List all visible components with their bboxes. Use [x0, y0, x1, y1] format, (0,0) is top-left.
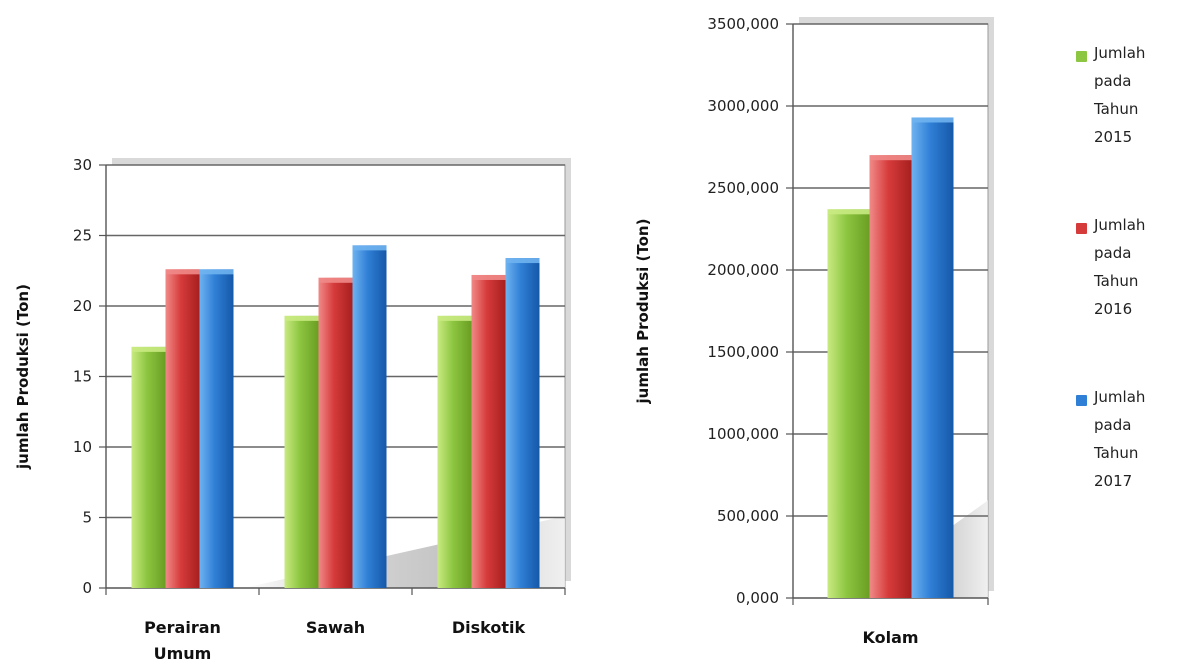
legend-item-2015: Jumlah pada Tahun 2015: [1076, 46, 1174, 151]
y-tick-label: 0: [82, 579, 92, 597]
bar: [438, 316, 472, 588]
x-tick-label: Perairan Umum: [144, 618, 221, 663]
legend-label-2016: Jumlah pada Tahun 2016: [1094, 211, 1174, 323]
y-tick-label: 500,000: [717, 507, 779, 525]
y-tick-label: 3500,000: [707, 15, 779, 33]
bar-top: [132, 347, 166, 352]
bar: [870, 155, 912, 598]
y-tick-label: 1000,000: [707, 425, 779, 443]
bar-top: [285, 316, 319, 321]
bar-top: [912, 117, 954, 122]
y-tick-label: 2500,000: [707, 179, 779, 197]
x-tick-label: Sawah: [306, 618, 365, 637]
y-tick-label: 15: [73, 368, 92, 386]
y-tick-label: 0,000: [736, 589, 779, 607]
bar: [828, 209, 870, 598]
y-tick-label: 25: [73, 227, 92, 245]
legend-swatch-2015: [1076, 51, 1087, 62]
y-tick-label: 2000,000: [707, 261, 779, 279]
y-tick-label: 3000,000: [707, 97, 779, 115]
chart-right-kolam: 0,000 500,000 1000,000 1500,000 2000,000 2500…: [600, 0, 1070, 672]
bar: [166, 269, 200, 588]
chart-left-production: 0 5 10 15 20 25 30 Perairan Umum Sawah Diskotik jum…: [0, 0, 600, 672]
legend-item-2017: Jumlah pada Tahun 2017: [1076, 390, 1174, 495]
y-axis-title: jumlah Produksi (Ton): [634, 219, 652, 405]
y-tick-label: 30: [73, 156, 92, 174]
legend-item-2016: Jumlah pada Tahun 2016: [1076, 218, 1174, 323]
y-tick-label: 10: [73, 438, 92, 456]
y-tick-label: 5: [82, 509, 92, 527]
bar: [132, 347, 166, 588]
bar-top: [166, 269, 200, 274]
bar: [353, 245, 387, 588]
x-tick-label: Kolam: [862, 628, 918, 647]
legend-label-2017: Jumlah pada Tahun 2017: [1094, 383, 1174, 495]
bar: [319, 278, 353, 588]
bar: [912, 117, 954, 598]
y-tick-label: 20: [73, 297, 92, 315]
bar: [506, 258, 540, 588]
bar-top: [472, 275, 506, 280]
y-axis-title: jumlah Produksi (Ton): [14, 284, 32, 470]
legend-label-2015: Jumlah pada Tahun 2015: [1094, 39, 1174, 151]
bar-top: [200, 269, 234, 274]
legend-swatch-2016: [1076, 223, 1087, 234]
bar-top: [353, 245, 387, 250]
legend-swatch-2017: [1076, 395, 1087, 406]
bar-top: [438, 316, 472, 321]
bar-top: [870, 155, 912, 160]
y-tick-label: 1500,000: [707, 343, 779, 361]
x-tick-label: Diskotik: [452, 618, 526, 637]
bar: [472, 275, 506, 588]
bar: [285, 316, 319, 588]
bar-top: [506, 258, 540, 263]
bar-top: [319, 278, 353, 283]
bar: [200, 269, 234, 588]
bar-top: [828, 209, 870, 214]
